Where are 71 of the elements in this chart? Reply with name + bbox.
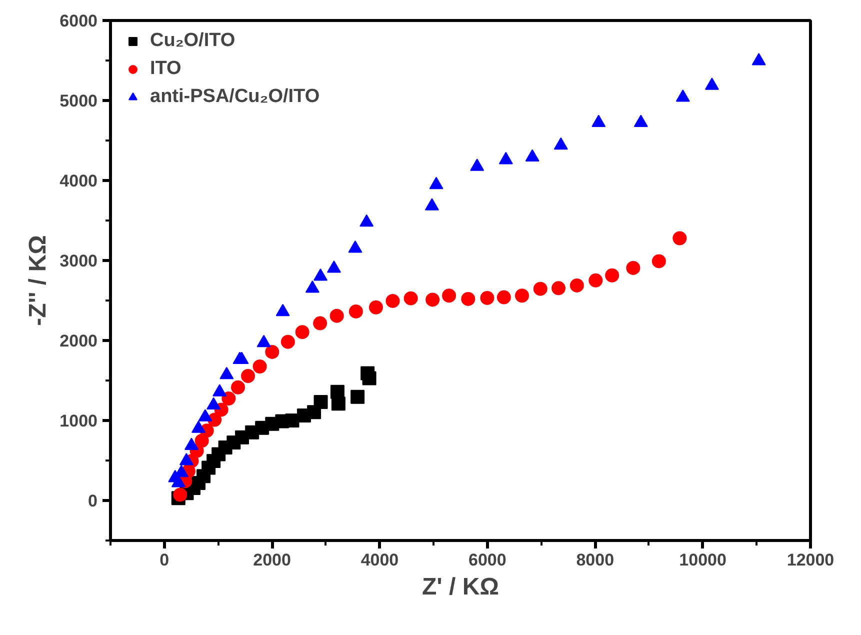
point [525, 149, 540, 162]
point [592, 114, 606, 127]
y-tick-label: 3000 [60, 252, 98, 270]
point [570, 278, 584, 292]
point [313, 316, 328, 330]
point [626, 260, 640, 275]
point [533, 282, 548, 296]
point [295, 325, 310, 340]
point [426, 292, 440, 307]
x-tick-label: 8000 [576, 550, 614, 570]
point [498, 152, 513, 164]
point [554, 137, 568, 150]
point [265, 344, 280, 359]
point [588, 273, 603, 288]
x-tick-label: 0 [160, 550, 170, 570]
point [461, 292, 476, 306]
point [222, 392, 236, 406]
point [350, 390, 365, 404]
legend-label: Cu₂O/ITO [150, 30, 236, 52]
x-tick-label: 6000 [468, 550, 506, 570]
point [362, 371, 376, 386]
point [368, 300, 383, 314]
point [480, 290, 494, 305]
legend-label: anti-PSA/Cu₂O/ITO [150, 86, 320, 108]
y-tick-label: 6000 [60, 12, 98, 30]
point [704, 78, 719, 90]
x-tick-label: 4000 [360, 550, 399, 570]
point [348, 240, 362, 253]
x-tick-label: 2000 [253, 550, 291, 570]
point [672, 231, 687, 246]
point [470, 158, 484, 171]
x-tick-label: 12000 [786, 550, 834, 570]
y-axis-title: -Z'' / KΩ [24, 235, 52, 326]
legend-label: ITO [150, 58, 182, 80]
point [634, 114, 648, 127]
y-tick-label: 2000 [60, 332, 98, 350]
point [348, 304, 363, 318]
point [360, 214, 374, 227]
point [280, 334, 295, 349]
point [194, 434, 209, 448]
point [496, 290, 511, 304]
x-axis-title: Z' / KΩ [422, 574, 499, 600]
point [256, 334, 271, 348]
point [314, 394, 328, 409]
y-tick-label: 1000 [60, 412, 98, 430]
point [442, 288, 456, 303]
point [241, 368, 256, 383]
point [314, 268, 328, 281]
point [330, 308, 344, 323]
point [252, 360, 267, 374]
point [429, 176, 444, 190]
point [424, 198, 439, 210]
point [326, 260, 341, 273]
point [404, 291, 418, 306]
point [752, 52, 766, 66]
x-tick-label: 10000 [679, 550, 726, 570]
y-tick-label: 4000 [60, 172, 98, 190]
point [305, 280, 320, 293]
point [605, 268, 620, 282]
y-tick-label: 0 [88, 492, 98, 510]
point [386, 294, 400, 308]
point [285, 414, 300, 428]
point [276, 304, 290, 316]
point [231, 380, 246, 394]
point [652, 254, 666, 268]
point [676, 89, 690, 102]
point [173, 488, 188, 502]
point [552, 281, 566, 296]
point [331, 396, 346, 411]
y-tick-label: 5000 [60, 92, 98, 110]
point [514, 288, 529, 303]
